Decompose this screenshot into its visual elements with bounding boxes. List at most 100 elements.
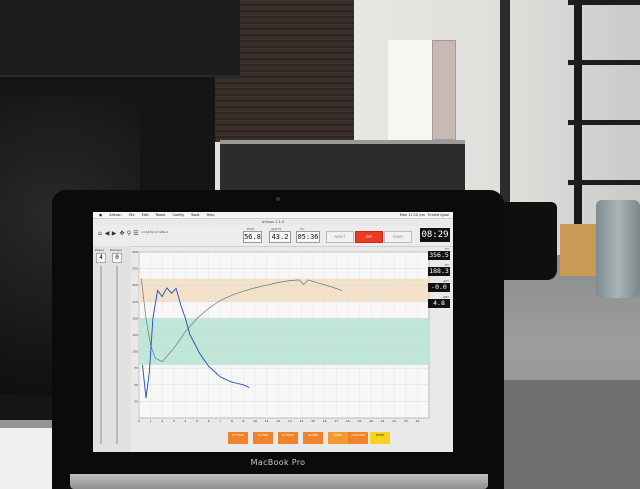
open-door [432, 40, 456, 140]
x-tick-label: 18 [346, 419, 350, 423]
window-title: Artisan 1.1.0 [261, 220, 285, 224]
x-tick-label: 20 [369, 419, 373, 423]
menu-user[interactable]: Ernest Igual [428, 213, 449, 217]
x-tick-label: 8 [231, 419, 233, 423]
menu-clock: Mon 12:10 pm [399, 213, 425, 217]
y-tick-label: 100 [132, 350, 138, 354]
lcd-time: 05:36 [296, 231, 320, 243]
x-tick-label: 9 [242, 419, 244, 423]
y-tick-label: 125 [132, 333, 138, 337]
menu-roast[interactable]: Roast [155, 213, 166, 217]
phase-band-0 [139, 278, 429, 302]
lcd-bt-label: BT/ET [247, 228, 255, 231]
x-tick-label: 19 [357, 419, 361, 423]
x-tick-label: 15 [311, 419, 315, 423]
laptop-brand: MacBook Pro [250, 458, 306, 467]
laptop-screen: ● Artisan File Edit Roast Config Tools H… [93, 212, 453, 452]
coordinate-readout: x=14:52 y=106.4 [141, 230, 168, 234]
home-icon[interactable]: ⌂ [98, 230, 102, 237]
control-panel: Power Damper 4 0 [93, 246, 131, 452]
menu-tools[interactable]: Tools [190, 213, 200, 217]
series-line-1 [142, 287, 250, 399]
event-sc-end[interactable]: SC END [303, 432, 323, 444]
x-tick-label: 10 [253, 419, 257, 423]
camera-icon [276, 197, 280, 201]
power-label: Power [95, 248, 105, 252]
reset-button[interactable]: RESET [326, 231, 354, 243]
zoom-icon[interactable]: ⚲ [126, 230, 132, 237]
event-tp-start[interactable]: TP START [228, 432, 248, 444]
y-tick-label: 200 [132, 283, 138, 287]
apple-icon[interactable]: ● [99, 213, 103, 217]
laptop-base [70, 474, 488, 489]
lcd-time-label: FCs [300, 228, 305, 231]
y-tick-label: 50 [134, 383, 138, 387]
menu-file[interactable]: File [128, 213, 135, 217]
x-tick-label: 14 [299, 419, 303, 423]
event-button[interactable]: EVENT [370, 432, 390, 444]
pole [500, 0, 510, 210]
roaster-hopper [0, 0, 240, 77]
x-tick-label: 6 [208, 419, 210, 423]
roast-timer: 08:29 [420, 228, 450, 242]
y-tick-label: 75 [134, 366, 138, 370]
cardboard-box [560, 224, 596, 276]
x-tick-label: 21 [381, 419, 385, 423]
lcd-bt: 56.8 [243, 231, 262, 243]
et-label: ET [445, 247, 449, 251]
menu-app[interactable]: Artisan [109, 213, 122, 217]
shelving-unit [568, 0, 640, 210]
back-icon[interactable]: ◀ [104, 230, 110, 237]
et-value: 356.5 [428, 251, 450, 260]
x-tick-label: 4 [184, 419, 186, 423]
y-tick-label: 225 [132, 267, 138, 271]
menu-help[interactable]: Help [206, 213, 215, 217]
x-tick-label: 17 [334, 419, 338, 423]
lcd-et-label: delta ET [271, 228, 282, 231]
x-tick-label: 7 [219, 419, 221, 423]
delta-bt-value: 4.8 [428, 299, 450, 308]
lcd-et: 43.2 [269, 231, 291, 243]
series-line-0 [140, 278, 343, 363]
x-tick-label: 24 [415, 419, 419, 423]
y-tick-label: 175 [132, 300, 138, 304]
delta-bt-label: ΔBT [443, 295, 449, 299]
configure-icon[interactable]: ☰ [133, 230, 139, 237]
power-slider[interactable] [100, 266, 102, 444]
x-tick-label: 13 [288, 419, 292, 423]
menu-config[interactable]: Config [172, 213, 184, 217]
menu-edit[interactable]: Edit [141, 213, 149, 217]
start-button[interactable]: START [384, 231, 412, 243]
event-fc-end[interactable]: FC END [253, 432, 273, 444]
y-tick-label: 250 [132, 250, 138, 254]
x-tick-label: 12 [276, 419, 280, 423]
power-value: 4 [96, 253, 106, 263]
bt-label: BT [445, 263, 449, 267]
open-doorway [388, 40, 438, 140]
damper-slider[interactable] [116, 266, 118, 444]
bt-value: 188.3 [428, 267, 450, 276]
event-cool-end[interactable]: COOL END [348, 432, 368, 444]
x-tick-label: 3 [173, 419, 175, 423]
readouts-panel: ET 356.5 BT 188.3 ΔET -0.0 ΔBT 4.8 [428, 246, 453, 432]
forward-icon[interactable]: ▶ [111, 230, 117, 237]
x-tick-label: 1 [150, 419, 152, 423]
counter [220, 140, 465, 196]
pan-icon[interactable]: ✥ [119, 230, 125, 237]
y-tick-label: 25 [134, 399, 138, 403]
x-tick-label: 2 [161, 419, 163, 423]
off-button[interactable]: OFF [355, 231, 383, 243]
menu-bar: ● Artisan File Edit Roast Config Tools H… [93, 212, 453, 219]
x-tick-label: 0 [138, 419, 140, 423]
damper-label: Damper [110, 248, 123, 252]
event-drop[interactable]: DROP [328, 432, 348, 444]
damper-value: 0 [112, 253, 122, 263]
delta-et-value: -0.0 [428, 283, 450, 292]
x-tick-label: 22 [392, 419, 396, 423]
event-sc-start[interactable]: SC START [278, 432, 298, 444]
paper-sheet [0, 428, 56, 489]
x-tick-label: 16 [323, 419, 327, 423]
y-tick-label: 150 [132, 316, 138, 320]
x-tick-label: 23 [404, 419, 408, 423]
